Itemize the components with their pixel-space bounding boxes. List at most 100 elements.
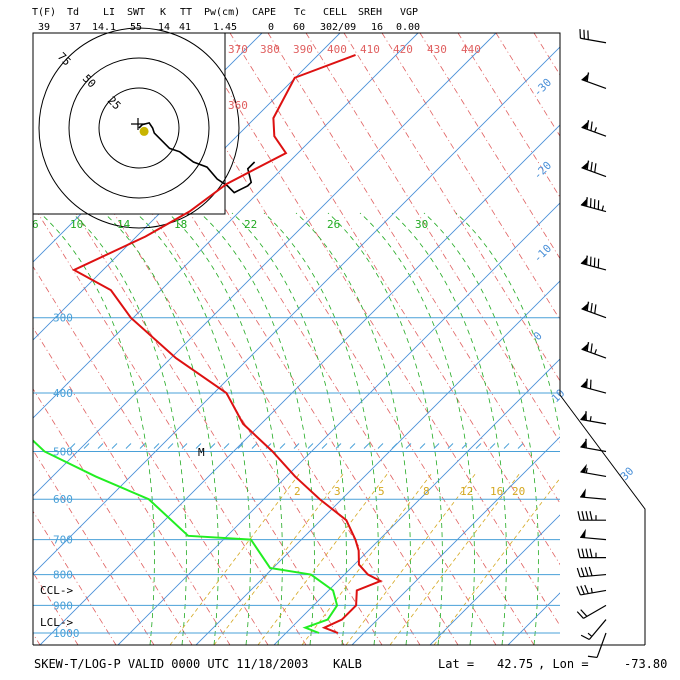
wind-barb-feather <box>590 303 593 313</box>
index-label-4: K <box>160 7 166 18</box>
moist-adiabat-line <box>263 212 379 645</box>
pressure-tick-label: 1000 <box>53 627 80 640</box>
footer-lon-value: -73.80 <box>624 657 667 671</box>
pressure-tick-label: 400 <box>53 387 73 400</box>
isobar-tick <box>307 443 314 449</box>
hodograph-origin-mark <box>131 118 145 130</box>
index-label-11: VGP <box>400 7 418 18</box>
index-value-8: 60 <box>293 22 305 33</box>
wind-barb-flag <box>581 160 590 170</box>
wind-barb <box>581 301 607 319</box>
wind-barb-feather <box>590 343 593 353</box>
wind-barb-feather <box>586 301 589 311</box>
dry-adiabat-line <box>457 33 560 199</box>
pressure-tick-labels: 1000 900 800 700 600 500 400 300 <box>53 312 80 640</box>
wind-barb-feather <box>580 567 585 577</box>
wind-barb-flag <box>580 411 587 421</box>
index-value-5: 41 <box>179 22 191 33</box>
pressure-tick-label: 800 <box>53 569 73 582</box>
isobar-tick <box>293 443 300 449</box>
wind-barb <box>581 120 607 137</box>
moist-adiabat-line <box>167 212 283 645</box>
wind-barb <box>581 342 607 359</box>
sounding-profiles <box>33 54 383 634</box>
header-indices: T(F) Td LI SWT K TT Pw(cm) CAPE Tc CELL SREH VGP 39… <box>32 7 420 33</box>
isobar-tick <box>139 443 146 449</box>
wind-barb-staff <box>581 348 607 359</box>
wind-barb <box>580 488 607 500</box>
mixing-ratio-line <box>169 472 301 645</box>
isotherm-line <box>429 514 560 645</box>
dry-adiabat-line <box>33 510 117 645</box>
isobar-tick <box>461 443 468 449</box>
isobar-tick <box>321 443 328 449</box>
wind-barb <box>580 411 607 425</box>
wind-barb-feather <box>577 548 581 558</box>
index-value-0: 39 <box>38 22 50 33</box>
isobar-tick <box>125 443 132 449</box>
wind-barb-feather <box>580 609 588 617</box>
lcl-marker: LCL-> <box>40 616 73 629</box>
dry-adiabat-line <box>33 265 269 645</box>
wind-barb-feather <box>581 548 585 558</box>
index-label-1: Td <box>67 7 79 18</box>
pressure-tick-label: 300 <box>53 312 73 325</box>
wind-barb-flag <box>580 438 587 448</box>
footer-title: SKEW-T/LOG-P VALID 0000 UTC 11/18/2003 <box>34 657 309 671</box>
mixing-ratio-label: 8 <box>423 485 430 498</box>
dry-adiabat-line <box>533 33 560 76</box>
wind-barb-feather <box>585 511 589 521</box>
isotherm-line <box>33 33 341 341</box>
wind-barb-feather <box>590 121 593 131</box>
isotherm-line <box>117 202 560 645</box>
wind-barb-feather <box>586 160 589 170</box>
dry-adiabat-label: 410 <box>360 43 380 56</box>
dry-adiabat-label: 430 <box>427 43 447 56</box>
index-value-11: 0.00 <box>396 22 420 33</box>
wind-barb-flag <box>581 72 590 82</box>
dry-adiabat-line <box>229 33 560 566</box>
ccl-marker: CCL-> <box>40 584 73 597</box>
temperature-profile <box>71 54 383 634</box>
wind-barb-staff <box>580 37 607 44</box>
isotherm-line <box>39 124 560 645</box>
wind-barb-flag <box>580 528 586 538</box>
wind-barb-staff <box>581 78 607 90</box>
wind-barb <box>580 528 607 541</box>
wind-barb-staff <box>581 167 607 178</box>
isobar-tick <box>83 443 90 449</box>
index-label-9: CELL <box>323 7 347 18</box>
footer-station: KALB <box>333 657 362 671</box>
index-value-4: 14 <box>158 22 170 33</box>
isobar-tick <box>153 443 160 449</box>
moist-adiabat-label: 30 <box>415 218 428 231</box>
dry-adiabat-label: 420 <box>393 43 413 56</box>
isotherm-label: 10 <box>549 387 568 406</box>
dry-adiabat-line <box>267 33 560 505</box>
isotherm-label: -10 <box>531 242 554 265</box>
mixing-ratio-line <box>345 472 477 645</box>
moist-adiabat-line <box>135 212 251 645</box>
wind-barb-feather <box>584 567 589 577</box>
isobar-tick <box>251 443 258 449</box>
isobar-tick <box>265 443 272 449</box>
dry-adiabat-line <box>648 33 680 645</box>
dewpoint-profile <box>33 439 339 634</box>
isotherm-line <box>664 33 680 645</box>
frame-top-right <box>33 32 646 645</box>
moist-adiabat-line <box>295 212 411 645</box>
isobar-tick <box>223 443 230 449</box>
dry-adiabat-line <box>33 204 307 645</box>
moist-adiabat-line <box>71 212 187 645</box>
index-label-6: Pw(cm) <box>204 7 240 18</box>
isobar-tick <box>391 443 398 449</box>
dry-adiabat-label: 390 <box>293 43 313 56</box>
wind-barb-feather <box>589 548 593 558</box>
wind-barb <box>587 632 607 659</box>
wind-barb-staff <box>596 632 607 658</box>
moist-adiabat-label: 10 <box>70 218 83 231</box>
moist-adiabat-line <box>199 212 315 645</box>
wind-barb-flag <box>581 120 590 130</box>
wind-barb-feather <box>586 342 589 352</box>
isotherm-label: -20 <box>531 159 554 182</box>
